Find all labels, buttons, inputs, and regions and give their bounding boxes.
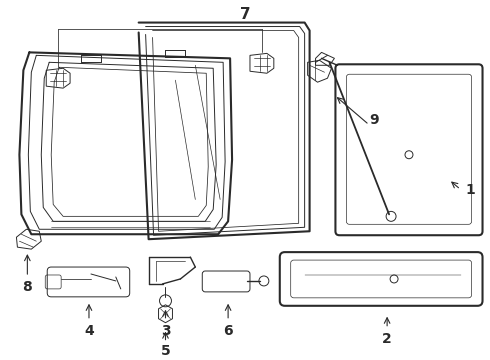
Text: 5: 5 bbox=[161, 343, 171, 357]
Text: 4: 4 bbox=[84, 324, 94, 338]
Text: 3: 3 bbox=[161, 324, 171, 338]
Text: 8: 8 bbox=[23, 280, 32, 294]
Text: 9: 9 bbox=[369, 113, 379, 127]
Text: 7: 7 bbox=[240, 7, 250, 22]
Text: 2: 2 bbox=[382, 332, 392, 346]
Text: 1: 1 bbox=[466, 183, 475, 197]
Text: 6: 6 bbox=[223, 324, 233, 338]
